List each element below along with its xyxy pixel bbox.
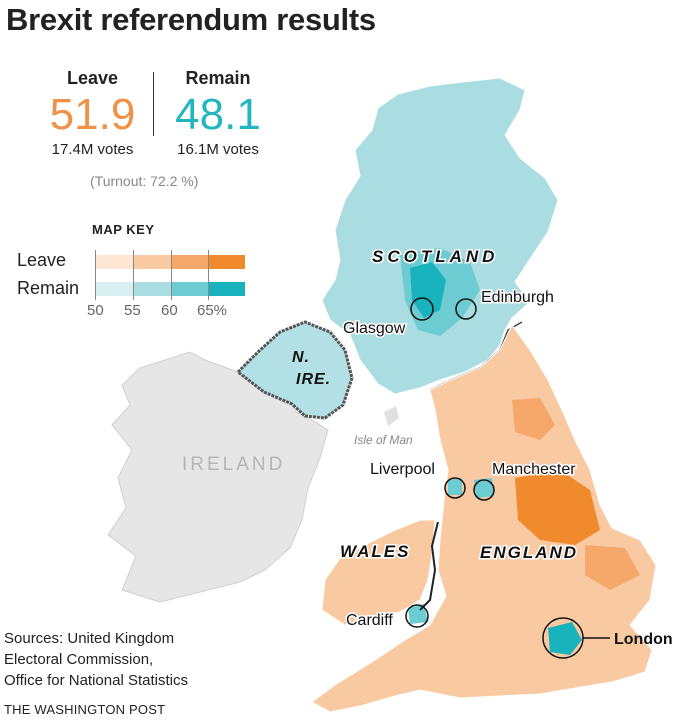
key-leave-swatch-2 bbox=[133, 255, 171, 269]
key-leave-swatch-3 bbox=[171, 255, 208, 269]
key-leave-swatch-1 bbox=[95, 255, 133, 269]
manchester-circle bbox=[473, 479, 495, 501]
key-tick-line-1 bbox=[95, 250, 96, 300]
results-divider bbox=[153, 72, 154, 136]
remain-votes: 16.1M votes bbox=[177, 141, 259, 158]
isle-of-man-label: Isle of Man bbox=[354, 433, 413, 447]
scotland-region bbox=[321, 77, 559, 395]
nire-label-line1: N. bbox=[292, 349, 310, 366]
publisher-credit: THE WASHINGTON POST bbox=[4, 702, 166, 717]
manchester-area bbox=[474, 478, 494, 498]
northern-ireland-region bbox=[235, 320, 354, 420]
london-area bbox=[548, 622, 582, 655]
ireland-landmass bbox=[107, 351, 329, 603]
remain-label: Remain bbox=[185, 68, 251, 88]
sources-line-2: Electoral Commission, bbox=[4, 651, 154, 668]
sources-note: Sources: United Kingdom Electoral Commis… bbox=[4, 628, 188, 691]
sources-line-1: Sources: United Kingdom bbox=[4, 630, 175, 647]
key-remain-swatch-4 bbox=[208, 282, 245, 296]
isle-of-man-island bbox=[384, 406, 399, 426]
key-tick-50: 50 bbox=[87, 302, 104, 319]
map-key-title: MAP KEY bbox=[92, 222, 155, 237]
wales-label: WALES bbox=[340, 542, 410, 561]
page-title: Brexit referendum results bbox=[6, 2, 376, 37]
key-remain-label: Remain bbox=[17, 278, 80, 298]
glasgow-label: Glasgow bbox=[343, 320, 406, 337]
leave-percent: 51.9 bbox=[49, 90, 136, 139]
remain-percent: 48.1 bbox=[175, 90, 261, 139]
ireland-label: IRELAND bbox=[182, 454, 285, 475]
england-label: ENGLAND bbox=[480, 543, 578, 562]
nire-label-line2: IRE. bbox=[296, 371, 331, 388]
key-remain-swatch-3 bbox=[171, 282, 208, 296]
cardiff-area bbox=[408, 604, 428, 624]
wales-england-border bbox=[419, 521, 439, 611]
liverpool-circle bbox=[444, 477, 466, 499]
key-remain-swatch-2 bbox=[133, 282, 171, 296]
key-tick-line-4 bbox=[208, 250, 209, 300]
glasgow-area bbox=[410, 262, 446, 318]
edinburgh-label: Edinburgh bbox=[481, 289, 554, 306]
england-region bbox=[311, 324, 657, 713]
cardiff-label: Cardiff bbox=[346, 612, 393, 629]
manchester-label: Manchester bbox=[492, 461, 576, 478]
key-tick-55: 55 bbox=[124, 302, 141, 319]
leave-votes: 17.4M votes bbox=[51, 141, 134, 158]
england-east-anglia bbox=[585, 545, 640, 590]
leave-result: Leave 51.9 17.4M votes bbox=[40, 68, 145, 158]
key-remain-swatch-1 bbox=[95, 282, 133, 296]
key-leave-label: Leave bbox=[17, 250, 67, 270]
sources-line-3: Office for National Statistics bbox=[4, 672, 188, 689]
remain-result: Remain 48.1 16.1M votes bbox=[162, 68, 274, 158]
england-north-east bbox=[512, 398, 555, 440]
wales-region bbox=[321, 519, 436, 626]
key-tick-65: 65% bbox=[197, 302, 228, 319]
leave-label: Leave bbox=[66, 68, 119, 88]
key-tick-line-2 bbox=[133, 250, 134, 300]
london-label: London bbox=[614, 631, 673, 648]
edinburgh-circle bbox=[455, 298, 477, 320]
turnout-text: (Turnout: 72.2 %) bbox=[90, 173, 199, 189]
key-leave-swatch-4 bbox=[208, 255, 245, 269]
cardiff-circle bbox=[405, 604, 429, 628]
liverpool-label: Liverpool bbox=[370, 461, 435, 478]
scotland-label: SCOTLAND bbox=[372, 247, 498, 266]
glasgow-circle bbox=[410, 297, 434, 321]
liverpool-area bbox=[448, 478, 462, 495]
key-tick-line-3 bbox=[171, 250, 172, 300]
key-tick-60: 60 bbox=[161, 302, 178, 319]
england-east-leave bbox=[515, 470, 600, 545]
